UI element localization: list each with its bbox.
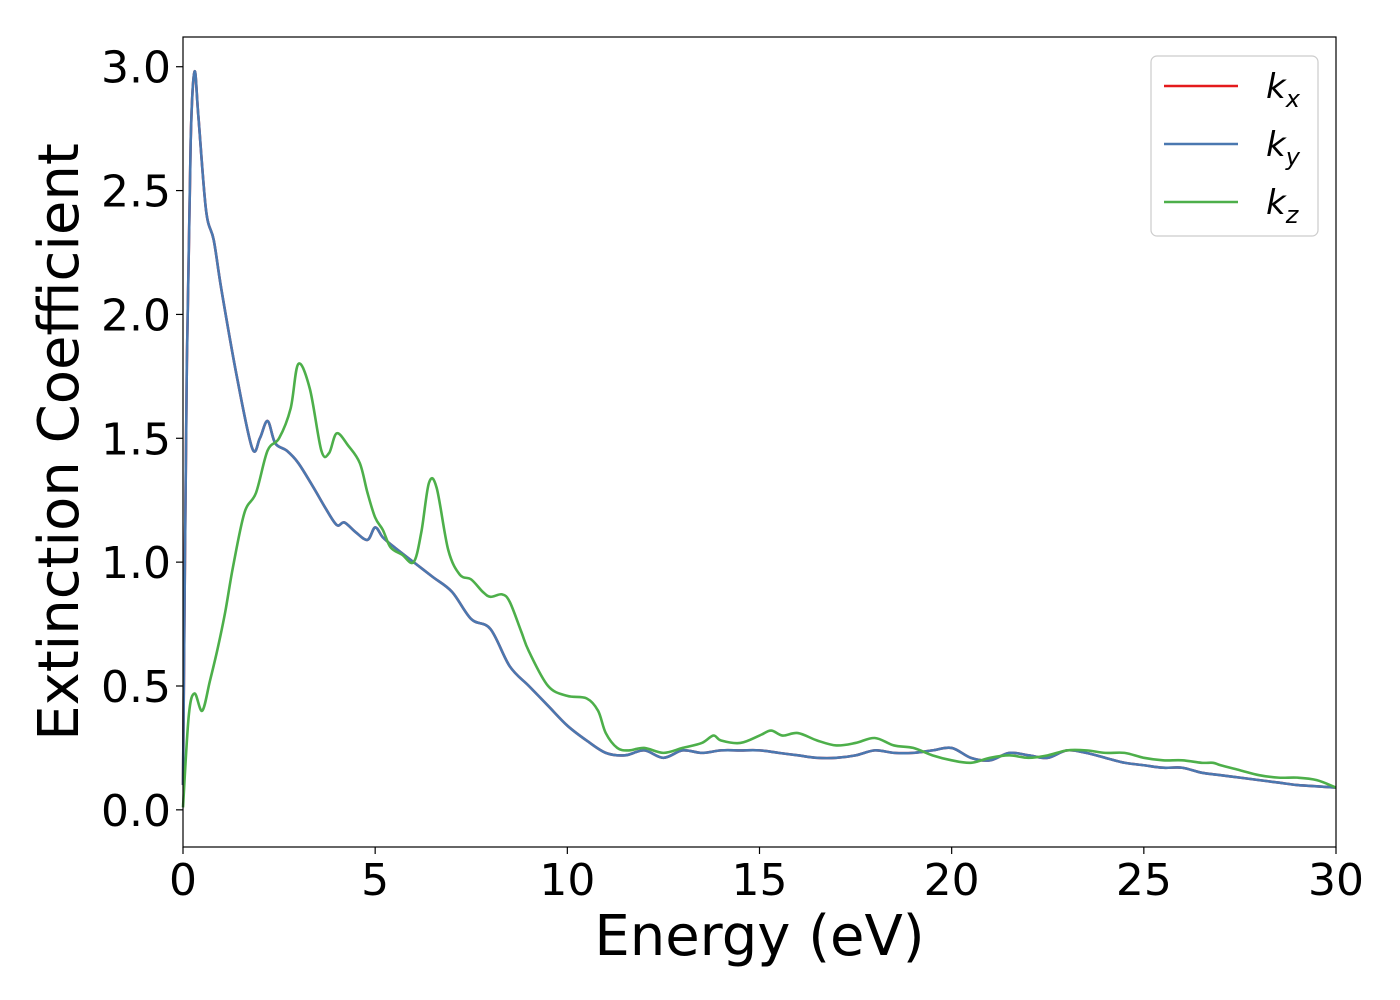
- legend-label-subscript: x: [1285, 85, 1301, 113]
- legend-label-base: k: [1266, 125, 1287, 165]
- y-tick-label: 2.5: [101, 167, 171, 218]
- legend-label-z: kz: [1266, 183, 1300, 229]
- legend-box: [1150, 55, 1319, 237]
- legend-label-x: kx: [1266, 67, 1301, 113]
- y-tick-label: 2.0: [101, 290, 171, 341]
- plot-frame: [182, 36, 1337, 848]
- legend-label-subscript: z: [1285, 201, 1300, 229]
- x-tick-label: 30: [1308, 855, 1364, 906]
- x-tick-label: 0: [169, 855, 197, 906]
- x-tick-label: 15: [732, 855, 788, 906]
- x-tick-label: 10: [539, 855, 595, 906]
- series-line-z: [181, 362, 1337, 808]
- series-line-y: [181, 70, 1337, 789]
- y-tick-label: 3.0: [101, 43, 171, 94]
- y-tick-label: 1.5: [101, 414, 171, 465]
- x-tick-label: 25: [1116, 855, 1172, 906]
- legend-label-subscript: y: [1285, 143, 1301, 171]
- x-tick-label: 20: [924, 855, 980, 906]
- legend-label-y: ky: [1266, 125, 1301, 171]
- y-axis-title: Extinction Coefficient: [27, 143, 92, 741]
- legend-label-base: k: [1266, 67, 1287, 107]
- y-tick-label: 0.5: [101, 662, 171, 713]
- axis-ticks: 0 5 10 15 20 25 30 0.0 0.5 1.0 1.5 2.0 2.5 3.0: [101, 43, 1364, 906]
- data-series: [181, 70, 1337, 808]
- x-axis-title: Energy (eV): [594, 904, 924, 969]
- x-tick-label: 5: [361, 855, 389, 906]
- legend-label-base: k: [1266, 183, 1287, 223]
- y-tick-label: 1.0: [101, 538, 171, 589]
- y-tick-label: 0.0: [101, 786, 171, 837]
